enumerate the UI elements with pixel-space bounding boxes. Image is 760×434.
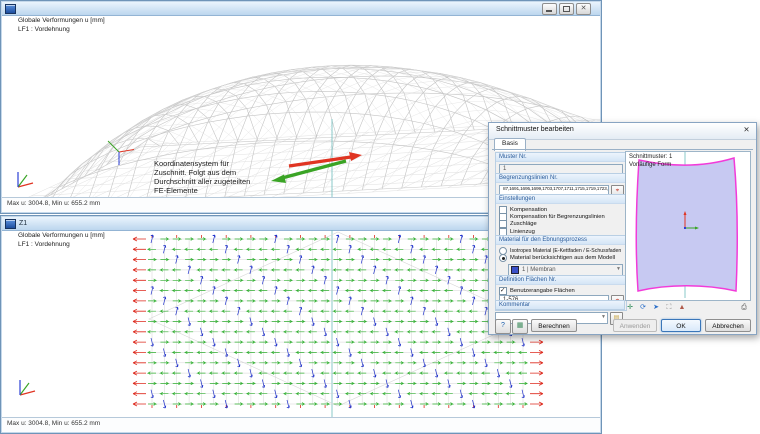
close-window-button[interactable]: ✕ [576,3,591,15]
radio-row[interactable]: Material berücksichtigen aus dem Modell [499,254,623,263]
group-header: Definition Flächen Nr. [496,276,626,285]
checkbox-row[interactable]: Kompensation [499,205,623,214]
preview-toolbar: ✛ ⟳ ➤ ⛶ ▲ ⎙ [625,302,749,314]
global-cs-triad [19,380,36,396]
help-button[interactable]: ? [495,319,511,334]
y-axis-arrowhead [271,174,286,183]
units-settings-button[interactable]: ▦ [512,319,528,334]
viewport-3d-mesh[interactable] [2,15,600,201]
dialog-titlebar[interactable]: Schnittmuster bearbeiten [489,123,756,140]
group-header: Kommentar [495,300,625,310]
checkbox-row[interactable]: Zuschläge [499,220,623,229]
global-cs-triad [17,172,34,188]
group-header: Begrenzungslinien Nr. [496,174,626,183]
pattern-preview-panel[interactable]: Schnittmuster: 1 Vorläufige Form [625,151,751,301]
checkbox-row[interactable]: Benutzerangabe Flächen [499,286,609,295]
y-axis-arrow [281,159,347,180]
cancel-button[interactable]: Abbrechen [705,319,751,332]
edit-cutting-pattern-dialog: Schnittmuster bearbeiten ✕ Basis Muster … [488,122,757,335]
viewport-3d-overlay [17,119,362,199]
x-axis-arrow [288,155,352,168]
status-bar: Max u: 3004.8, Min u: 655.2 mm [2,197,600,212]
dialog-title: Schnittmuster bearbeiten [496,126,574,133]
group-header: Einstellungen [496,195,626,204]
viewport-window-3d: ✕ Globale Verformungen u [mm] LF1 : Vord… [0,0,602,214]
checkbox-row[interactable]: Kompensation für Begrenzungslinien [499,213,623,222]
radio-from-model[interactable] [499,254,507,263]
radio-label: Material berücksichtigen aus dem Modell [510,255,616,262]
window-icon [5,218,16,229]
result-label: Globale Verformungen u [mm] LF1 : Vordeh… [18,232,105,248]
checkbox-label: Benutzerangabe Flächen [510,287,575,294]
chevron-down-icon: ▼ [616,265,621,272]
tab-divider [492,149,753,150]
viewport-pattern-mesh[interactable] [2,230,600,420]
viewport-pattern-overlay [19,380,36,396]
preview-header: Schnittmuster: 1 Vorläufige Form [629,154,673,168]
checkbox-label: Kompensation für Begrenzungslinien [510,214,605,221]
chevron-down-icon: ▼ [601,314,606,320]
window-titlebar[interactable]: Z1 [2,217,600,231]
checkbox-label: Kompensation [510,206,548,213]
group-settings: Einstellungen Kompensation Kompensation … [495,194,627,240]
material-color-swatch [511,265,519,274]
ok-button[interactable]: OK [661,319,701,332]
window-controls: ✕ [542,3,591,15]
group-header: Muster Nr. [496,153,626,162]
zoom-extents-icon[interactable]: ⛶ [666,304,672,311]
apply-button[interactable]: Anwenden [613,319,657,332]
tab-basis[interactable]: Basis [494,138,526,151]
material-combo[interactable]: 1 | Membran ▼ [508,263,623,276]
result-label: Globale Verformungen u [mm] LF1 : Vordeh… [18,17,105,33]
checkbox-label: Linienzug [510,228,535,235]
window-titlebar[interactable] [2,2,600,16]
status-bar: Max u: 3004.8, Min u: 655.2 mm [2,417,600,432]
pan-icon[interactable]: ✛ [627,304,633,311]
pattern-origin-triad [107,140,135,165]
cutting-pattern-shape [635,157,739,292]
group-material: Material für den Ebnungsprozess Isotrope… [495,235,627,280]
print-icon[interactable]: ⎙ [741,304,747,311]
checkbox-user-surfaces[interactable] [499,286,507,295]
minimize-button[interactable] [542,3,557,15]
group-header: Material für den Ebnungsprozess [496,236,626,245]
x-axis-arrowhead [349,152,362,161]
pattern-axes [683,211,699,230]
radio-label: Isotropes Material (E-Kettfaden / E-Schu… [510,247,623,254]
zoom-icon[interactable]: ➤ [653,304,659,311]
restore-button[interactable] [559,3,574,15]
material-combo-value: 1 | Membran [522,266,556,273]
calculate-button[interactable]: Berechnen [531,319,577,332]
pattern-preview-svg [635,152,739,298]
window-title-text: Z1 [19,220,28,227]
rotate-view-icon[interactable]: ⟳ [640,304,646,311]
window-icon [5,3,16,14]
isometric-view-icon[interactable]: ▲ [678,304,686,311]
close-icon[interactable]: ✕ [743,125,750,134]
annotation-text: Koordinatensystem für Zuschnitt. Folgt a… [154,159,251,195]
radio-row[interactable]: Isotropes Material (E-Kettfaden / E-Schu… [499,246,623,255]
checkbox-label: Zuschläge [510,221,537,228]
